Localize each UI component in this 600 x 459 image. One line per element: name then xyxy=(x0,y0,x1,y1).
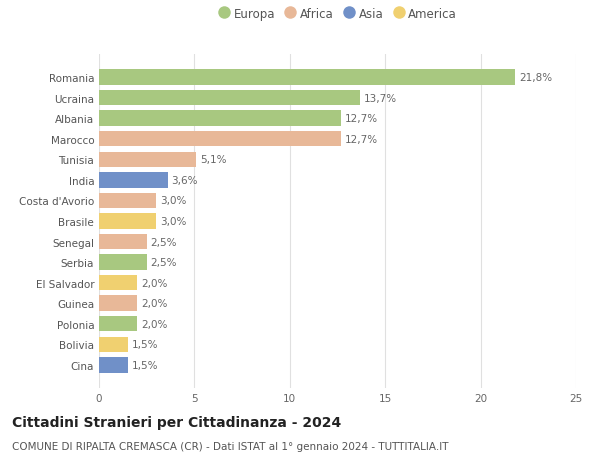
Bar xyxy=(99,255,146,270)
Text: 1,5%: 1,5% xyxy=(131,360,158,370)
Bar xyxy=(99,193,156,209)
Text: Cittadini Stranieri per Cittadinanza - 2024: Cittadini Stranieri per Cittadinanza - 2… xyxy=(12,415,341,429)
Bar xyxy=(99,316,137,332)
Bar xyxy=(99,111,341,127)
Text: COMUNE DI RIPALTA CREMASCA (CR) - Dati ISTAT al 1° gennaio 2024 - TUTTITALIA.IT: COMUNE DI RIPALTA CREMASCA (CR) - Dati I… xyxy=(12,441,449,451)
Text: 3,6%: 3,6% xyxy=(172,175,198,185)
Text: 2,5%: 2,5% xyxy=(151,257,177,268)
Text: 5,1%: 5,1% xyxy=(200,155,227,165)
Bar xyxy=(99,358,128,373)
Text: 3,0%: 3,0% xyxy=(160,196,187,206)
Bar xyxy=(99,234,146,250)
Bar xyxy=(99,275,137,291)
Bar xyxy=(99,173,167,188)
Text: 2,0%: 2,0% xyxy=(141,298,167,308)
Bar xyxy=(99,337,128,352)
Text: 1,5%: 1,5% xyxy=(131,340,158,349)
Bar xyxy=(99,152,196,168)
Text: 13,7%: 13,7% xyxy=(364,94,397,103)
Legend: Europa, Africa, Asia, America: Europa, Africa, Asia, America xyxy=(218,8,457,21)
Text: 12,7%: 12,7% xyxy=(345,134,378,145)
Bar xyxy=(99,296,137,311)
Text: 3,0%: 3,0% xyxy=(160,217,187,226)
Text: 2,5%: 2,5% xyxy=(151,237,177,247)
Bar xyxy=(99,132,341,147)
Text: 2,0%: 2,0% xyxy=(141,319,167,329)
Bar xyxy=(99,70,515,85)
Bar xyxy=(99,91,361,106)
Text: 2,0%: 2,0% xyxy=(141,278,167,288)
Bar xyxy=(99,214,156,229)
Text: 21,8%: 21,8% xyxy=(519,73,552,83)
Text: 12,7%: 12,7% xyxy=(345,114,378,124)
